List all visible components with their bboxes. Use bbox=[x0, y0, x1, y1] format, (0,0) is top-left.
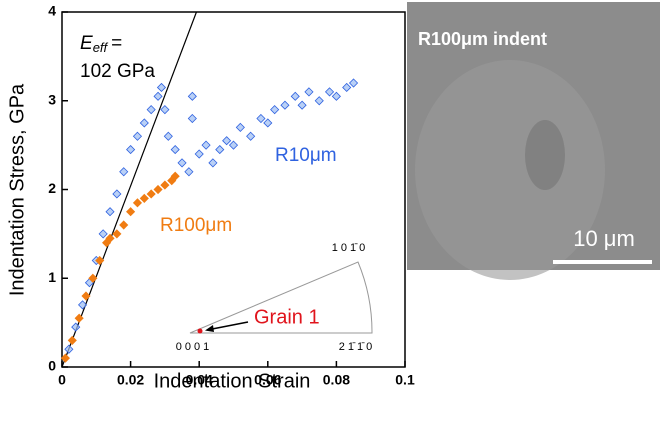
x-tick-label: 0.08 bbox=[323, 372, 350, 388]
point bbox=[160, 180, 170, 190]
y-tick-label: 0 bbox=[48, 358, 56, 374]
point bbox=[256, 113, 266, 124]
y-tick-label: 2 bbox=[48, 180, 56, 196]
point bbox=[228, 140, 239, 150]
point bbox=[81, 291, 91, 301]
point bbox=[78, 300, 88, 310]
point bbox=[187, 91, 197, 101]
grain-dot bbox=[197, 328, 203, 334]
micrograph: R100μm indent 10 μm bbox=[407, 2, 660, 280]
point bbox=[60, 353, 70, 363]
pole-label: 21̄1̄0 bbox=[339, 341, 375, 353]
series-label: R100μm bbox=[160, 215, 232, 236]
point bbox=[170, 144, 180, 155]
point bbox=[280, 100, 290, 110]
point bbox=[74, 313, 84, 323]
modulus-annotation: Eeff = bbox=[80, 33, 122, 55]
point bbox=[163, 131, 173, 141]
point bbox=[215, 144, 225, 155]
point bbox=[263, 118, 273, 128]
point bbox=[222, 136, 232, 146]
point bbox=[184, 167, 194, 177]
point bbox=[119, 167, 129, 177]
point bbox=[156, 82, 167, 93]
point bbox=[112, 229, 122, 239]
point bbox=[187, 113, 197, 124]
x-axis-label: Indentation Strain bbox=[154, 370, 311, 392]
point bbox=[194, 149, 204, 159]
point bbox=[146, 189, 156, 199]
point bbox=[153, 91, 163, 101]
pole-label: 0001 bbox=[176, 341, 212, 353]
point bbox=[139, 193, 149, 203]
point bbox=[290, 91, 300, 101]
scale-bar-label: 10 μm bbox=[573, 226, 635, 251]
point bbox=[64, 344, 74, 354]
point bbox=[160, 105, 170, 115]
point bbox=[270, 105, 280, 115]
indent-region bbox=[415, 60, 605, 280]
y-tick-label: 3 bbox=[48, 91, 56, 107]
series-label: R10μm bbox=[275, 145, 337, 166]
point bbox=[314, 96, 324, 106]
y-tick-label: 1 bbox=[48, 269, 56, 285]
point bbox=[342, 82, 352, 93]
arrow-head bbox=[205, 325, 214, 332]
point bbox=[348, 78, 359, 88]
point bbox=[67, 335, 77, 345]
point bbox=[331, 91, 341, 101]
e-symbol: E bbox=[80, 33, 93, 54]
point bbox=[98, 229, 108, 239]
modulus-value: 102 GPa bbox=[80, 61, 155, 82]
y-tick-label: 4 bbox=[48, 3, 56, 19]
point bbox=[177, 158, 187, 168]
point bbox=[71, 322, 81, 332]
point bbox=[126, 144, 136, 155]
point bbox=[146, 105, 156, 115]
dark-region bbox=[525, 120, 565, 190]
image-label: R100μm indent bbox=[418, 29, 547, 49]
grain-label: Grain 1 bbox=[254, 306, 320, 328]
series bbox=[64, 78, 359, 354]
point bbox=[95, 255, 105, 266]
point bbox=[132, 131, 143, 141]
point bbox=[119, 220, 129, 230]
point bbox=[126, 207, 136, 217]
ipf-inset: 0001 21̄1̄0 101̄0 Grain 1 bbox=[176, 242, 375, 353]
point bbox=[170, 171, 180, 181]
point bbox=[139, 118, 149, 128]
y-axis-label: Indentation Stress, GPa bbox=[6, 83, 28, 296]
point bbox=[297, 100, 307, 110]
point bbox=[105, 233, 115, 243]
point bbox=[235, 122, 245, 132]
point bbox=[105, 207, 115, 217]
point bbox=[208, 158, 218, 168]
point bbox=[246, 131, 256, 141]
fit-line bbox=[61, 11, 198, 368]
ipf-triangle bbox=[189, 261, 373, 334]
x-tick-label: 0.06 bbox=[254, 372, 281, 388]
pole-label: 101̄0 bbox=[332, 242, 368, 254]
arrow bbox=[206, 321, 249, 331]
x-tick-label: 0.04 bbox=[186, 372, 213, 388]
x-tick-label: 0 bbox=[58, 372, 66, 388]
point bbox=[201, 140, 211, 150]
point bbox=[153, 184, 163, 195]
series bbox=[60, 171, 180, 363]
x-tick-label: 0.02 bbox=[117, 372, 144, 388]
x-tick-label: 0.1 bbox=[395, 372, 415, 388]
point bbox=[132, 198, 143, 208]
point bbox=[88, 273, 98, 283]
point bbox=[324, 87, 335, 97]
point bbox=[112, 189, 122, 199]
equals: = bbox=[111, 33, 122, 54]
e-subscript: eff bbox=[93, 40, 109, 55]
point bbox=[304, 87, 314, 97]
